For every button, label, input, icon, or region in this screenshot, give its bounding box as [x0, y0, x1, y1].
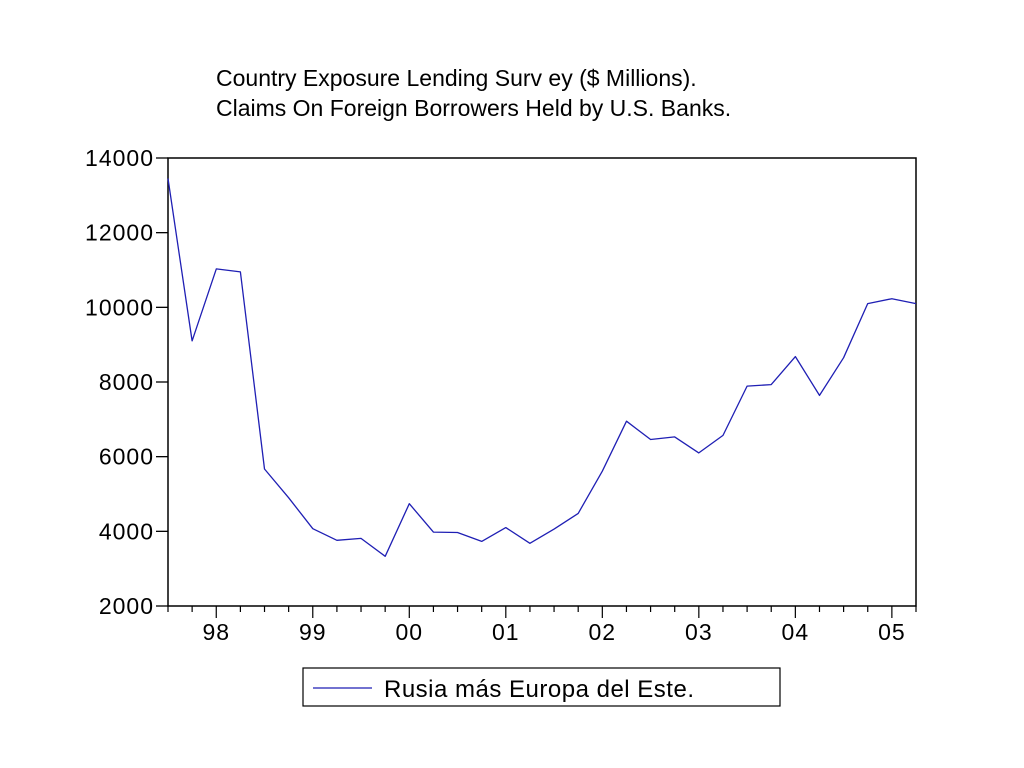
y-tick-label: 12000	[85, 220, 154, 246]
x-tick-label: 04	[782, 619, 810, 645]
x-tick-label: 02	[589, 619, 617, 645]
x-tick-label: 98	[202, 619, 230, 645]
y-tick-label: 6000	[99, 444, 154, 470]
y-tick-label: 4000	[99, 518, 154, 544]
legend-box	[302, 667, 781, 707]
x-tick-label: 01	[492, 619, 520, 645]
y-tick-label: 2000	[99, 593, 154, 619]
x-axis: 98 99 00 01 02 03 04 05	[167, 606, 917, 645]
y-axis: 14000 12000 10000 8000 6000 4000 2000	[85, 145, 168, 619]
series-layer	[167, 178, 917, 557]
y-tick-label: 10000	[85, 294, 154, 320]
x-tick-label: 05	[878, 619, 906, 645]
plot-frame	[167, 157, 917, 607]
series-line	[167, 178, 917, 557]
x-tick-label: 03	[685, 619, 713, 645]
x-tick-label: 00	[395, 619, 423, 645]
legend: Rusia más Europa del Este.	[302, 667, 781, 707]
y-tick-label: 14000	[85, 145, 154, 171]
chart-subtitle: Claims On Foreign Borrowers Held by U.S.…	[216, 95, 731, 121]
x-tick-label: 99	[299, 619, 327, 645]
y-tick-label: 8000	[99, 369, 154, 395]
legend-label: Rusia más Europa del Este.	[384, 676, 694, 703]
chart-title: Country Exposure Lending Surv ey ($ Mill…	[216, 65, 697, 91]
